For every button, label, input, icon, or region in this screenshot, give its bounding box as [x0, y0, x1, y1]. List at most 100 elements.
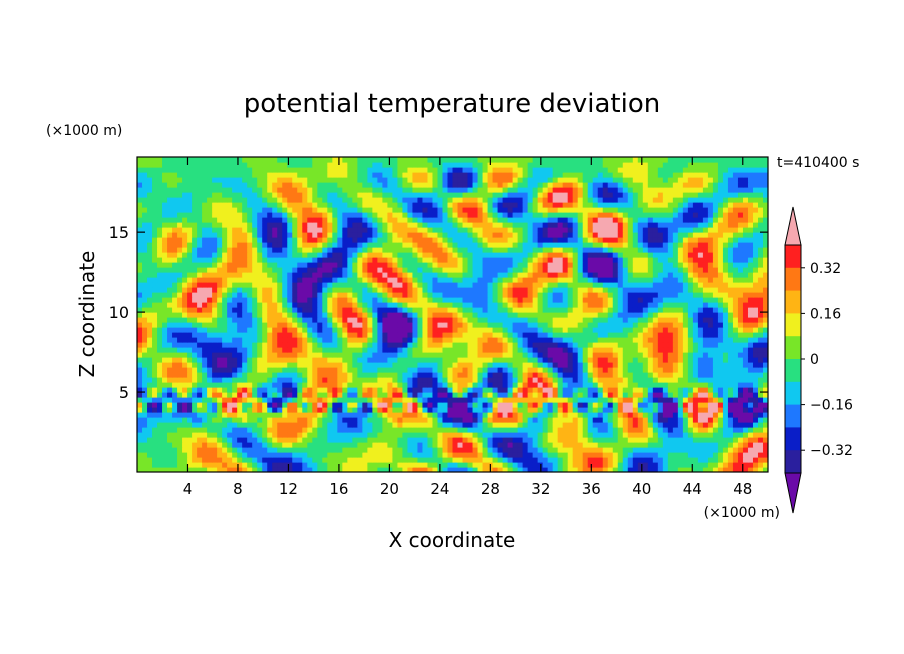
- field-cell: [282, 442, 288, 448]
- field-cell: [607, 362, 614, 368]
- field-cell: [537, 367, 544, 373]
- field-cell: [337, 327, 343, 333]
- field-cell: [697, 312, 704, 318]
- field-cell: [707, 377, 714, 383]
- field-cell: [377, 322, 383, 328]
- field-cell: [407, 417, 414, 423]
- field-cell: [552, 377, 559, 383]
- field-cell: [402, 347, 409, 353]
- field-cell: [607, 287, 614, 293]
- field-cell: [612, 372, 619, 378]
- field-cell: [477, 282, 484, 288]
- field-cell: [662, 347, 669, 353]
- field-cell: [377, 452, 383, 458]
- field-cell: [257, 302, 263, 308]
- field-cell: [712, 442, 719, 448]
- field-cell: [187, 437, 193, 443]
- field-cell: [372, 382, 378, 388]
- field-cell: [457, 272, 464, 278]
- field-cell: [612, 332, 619, 338]
- field-cell: [552, 277, 559, 283]
- field-cell: [762, 287, 768, 293]
- field-cell: [457, 342, 464, 348]
- field-cell: [752, 367, 759, 373]
- field-cell: [512, 292, 519, 298]
- field-cell: [757, 457, 764, 463]
- field-cell: [272, 422, 278, 428]
- field-cell: [512, 442, 519, 448]
- field-cell: [252, 372, 258, 378]
- field-cell: [677, 392, 684, 398]
- field-cell: [327, 387, 333, 393]
- field-cell: [197, 447, 203, 453]
- field-cell: [287, 452, 293, 458]
- field-cell: [552, 457, 559, 463]
- field-cell: [227, 317, 233, 323]
- field-cell: [452, 437, 459, 443]
- field-cell: [437, 427, 444, 433]
- field-cell: [642, 387, 649, 393]
- field-cell: [177, 282, 183, 288]
- field-cell: [227, 352, 233, 358]
- field-cell: [417, 402, 424, 408]
- field-cell: [342, 357, 348, 363]
- field-cell: [542, 342, 549, 348]
- field-cell: [667, 307, 674, 313]
- field-cell: [342, 302, 348, 308]
- field-cell: [397, 342, 404, 348]
- field-cell: [237, 292, 243, 298]
- field-cell: [457, 407, 464, 413]
- field-cell: [432, 377, 439, 383]
- time-label: t=410400 s: [777, 155, 859, 171]
- field-cell: [482, 362, 489, 368]
- field-cell: [347, 377, 353, 383]
- field-cell: [677, 382, 684, 388]
- field-cell: [242, 352, 248, 358]
- field-cell: [157, 397, 163, 403]
- field-cell: [707, 352, 714, 358]
- field-cell: [722, 332, 729, 338]
- field-cell: [642, 297, 649, 303]
- field-cell: [167, 337, 173, 343]
- field-cell: [307, 397, 313, 403]
- field-cell: [302, 287, 308, 293]
- field-cell: [502, 432, 509, 438]
- field-cell: [602, 387, 609, 393]
- field-cell: [447, 437, 454, 443]
- field-cell: [217, 372, 223, 378]
- field-cell: [612, 412, 619, 418]
- field-cell: [607, 452, 614, 458]
- field-cell: [252, 312, 258, 318]
- field-cell: [572, 392, 579, 398]
- field-cell: [442, 307, 449, 313]
- field-cell: [402, 442, 409, 448]
- field-cell: [217, 387, 223, 393]
- field-cell: [337, 337, 343, 343]
- field-cell: [537, 447, 544, 453]
- field-cell: [532, 312, 539, 318]
- field-cell: [252, 307, 258, 313]
- field-cell: [147, 452, 153, 458]
- field-cell: [167, 417, 173, 423]
- field-cell: [527, 367, 534, 373]
- field-cell: [247, 342, 253, 348]
- field-cell: [317, 347, 323, 353]
- field-cell: [407, 372, 414, 378]
- field-cell: [272, 407, 278, 413]
- field-cell: [622, 332, 629, 338]
- field-cell: [222, 377, 228, 383]
- temperature-field: [137, 157, 768, 472]
- field-cell: [342, 427, 348, 433]
- field-cell: [697, 422, 704, 428]
- field-cell: [182, 272, 188, 278]
- field-cell: [537, 282, 544, 288]
- field-cell: [152, 407, 158, 413]
- field-cell: [322, 297, 328, 303]
- field-cell: [407, 392, 414, 398]
- field-cell: [417, 422, 424, 428]
- field-cell: [717, 277, 724, 283]
- field-cell: [462, 457, 469, 463]
- field-cell: [687, 317, 694, 323]
- field-cell: [627, 327, 634, 333]
- field-cell: [747, 342, 754, 348]
